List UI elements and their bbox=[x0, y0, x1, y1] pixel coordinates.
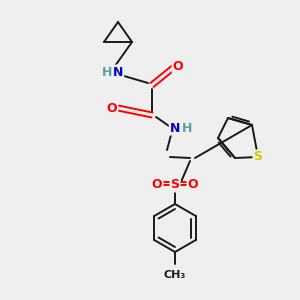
Text: S: S bbox=[170, 178, 179, 191]
Text: S: S bbox=[254, 151, 262, 164]
Text: O: O bbox=[188, 178, 198, 191]
Text: N: N bbox=[113, 65, 123, 79]
Text: H: H bbox=[182, 122, 192, 136]
Text: O: O bbox=[173, 59, 183, 73]
Text: O: O bbox=[152, 178, 162, 191]
Text: H: H bbox=[102, 67, 112, 80]
Text: CH₃: CH₃ bbox=[164, 270, 186, 280]
Text: O: O bbox=[107, 101, 117, 115]
Text: N: N bbox=[170, 122, 180, 134]
